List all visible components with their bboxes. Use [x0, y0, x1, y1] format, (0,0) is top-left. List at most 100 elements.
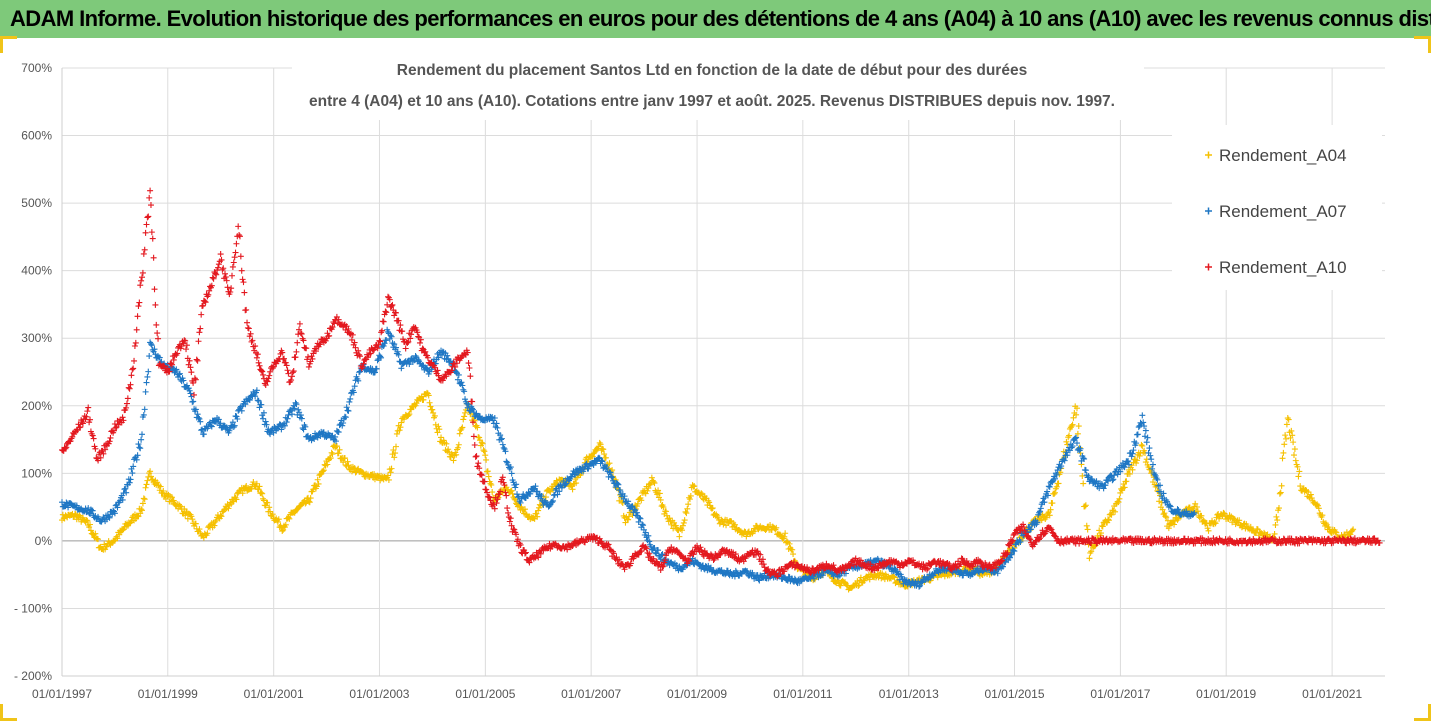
data-point — [367, 350, 374, 357]
data-point — [1079, 472, 1086, 479]
data-point — [123, 489, 130, 496]
data-point — [270, 363, 277, 370]
data-point — [332, 433, 339, 440]
data-point — [469, 398, 476, 405]
data-point — [266, 372, 273, 379]
data-point — [493, 420, 500, 427]
data-point — [445, 446, 452, 453]
data-point — [999, 563, 1006, 570]
data-point — [155, 335, 162, 342]
data-point — [685, 556, 692, 563]
data-point — [804, 564, 811, 571]
data-point — [708, 505, 715, 512]
data-point — [253, 354, 260, 361]
data-point — [503, 458, 510, 465]
data-point — [255, 359, 262, 366]
data-point — [214, 418, 221, 425]
data-point — [617, 487, 624, 494]
data-point — [333, 438, 340, 445]
data-point — [279, 349, 286, 356]
data-point — [139, 431, 146, 438]
data-point — [134, 313, 141, 320]
data-point — [335, 450, 342, 457]
data-point — [405, 338, 412, 345]
data-point — [1009, 537, 1016, 544]
data-point — [1026, 535, 1033, 542]
data-point — [601, 451, 608, 458]
data-point — [312, 348, 319, 355]
data-point — [256, 362, 263, 369]
data-point — [1049, 500, 1056, 507]
data-point — [356, 353, 363, 360]
data-point — [784, 564, 791, 571]
data-point — [1140, 419, 1147, 426]
data-point — [922, 577, 929, 584]
data-point — [756, 577, 763, 584]
data-point — [1121, 464, 1128, 471]
data-point — [316, 341, 323, 348]
data-point — [596, 439, 603, 446]
data-point — [1273, 513, 1280, 520]
data-point — [789, 546, 796, 553]
data-point — [476, 465, 483, 472]
data-point — [901, 576, 908, 583]
data-point — [63, 499, 70, 506]
data-point — [1116, 495, 1123, 502]
data-point — [87, 527, 94, 534]
data-point — [1125, 461, 1132, 468]
data-point — [645, 485, 652, 492]
x-tick-label: 01/01/2015 — [984, 687, 1044, 701]
data-point — [283, 419, 290, 426]
data-point — [138, 277, 145, 284]
legend-marker — [1205, 263, 1212, 271]
data-point — [655, 547, 662, 554]
data-point — [194, 357, 201, 364]
data-point — [465, 360, 472, 367]
data-point — [662, 557, 669, 564]
data-point — [426, 399, 433, 406]
data-point — [1164, 498, 1171, 505]
data-point — [444, 352, 451, 359]
data-point — [1350, 526, 1357, 533]
data-point — [135, 441, 142, 448]
data-point — [143, 481, 150, 488]
data-point — [329, 432, 336, 439]
data-point — [660, 563, 667, 570]
data-point — [86, 419, 93, 426]
data-point — [957, 568, 964, 575]
data-point — [1294, 463, 1301, 470]
data-point — [1333, 529, 1340, 536]
data-point — [448, 367, 455, 374]
data-point — [1211, 519, 1218, 526]
data-point — [1175, 506, 1182, 513]
data-point — [483, 486, 490, 493]
data-point — [126, 479, 133, 486]
data-point — [436, 426, 443, 433]
data-point — [173, 366, 180, 373]
data-point — [289, 369, 296, 376]
data-point — [635, 518, 642, 525]
x-tick-label: 01/01/2005 — [455, 687, 515, 701]
data-point — [190, 391, 197, 398]
data-point — [262, 418, 269, 425]
data-point — [342, 414, 349, 421]
data-point — [222, 270, 229, 277]
data-point — [288, 377, 295, 384]
data-point — [470, 409, 477, 416]
data-point — [293, 348, 300, 355]
data-point — [1053, 471, 1060, 478]
data-point — [1279, 455, 1286, 462]
data-point — [145, 213, 152, 220]
data-point — [773, 524, 780, 531]
data-point — [175, 371, 182, 378]
data-point — [513, 531, 520, 538]
data-point — [639, 521, 646, 528]
data-point — [170, 497, 177, 504]
data-point — [147, 340, 154, 347]
data-point — [781, 568, 788, 575]
data-point — [149, 476, 156, 483]
data-point — [186, 357, 193, 364]
data-point — [146, 353, 153, 360]
data-point — [196, 526, 203, 533]
data-point — [1034, 519, 1041, 526]
